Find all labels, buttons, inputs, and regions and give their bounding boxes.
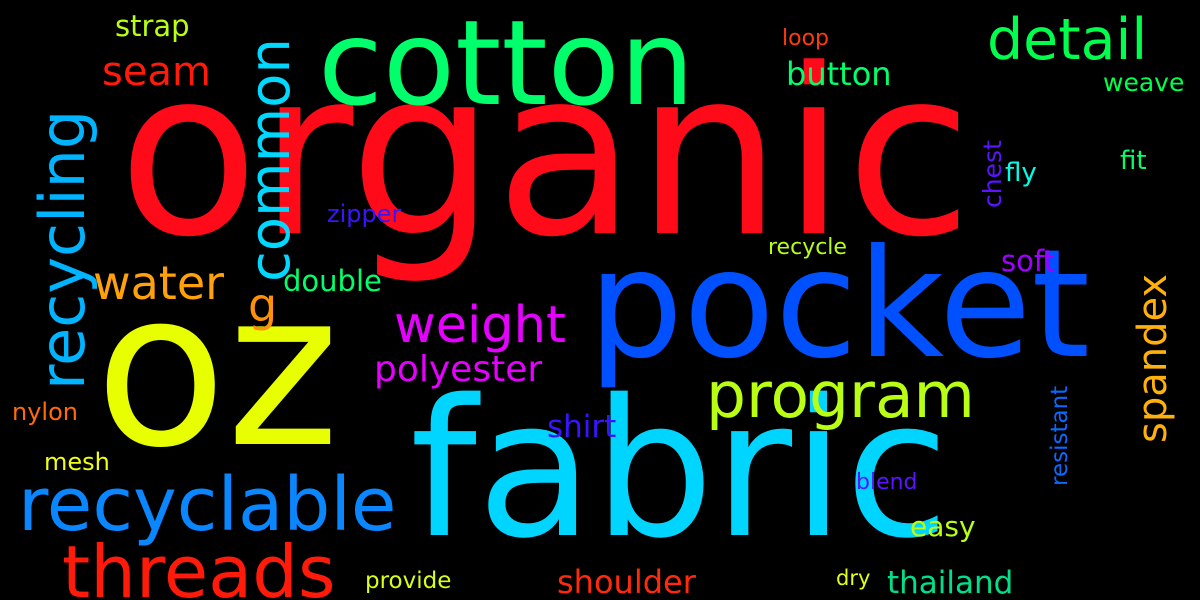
word-thailand: thailand — [887, 565, 1014, 600]
word-dry: dry — [836, 566, 871, 590]
word-shirt: shirt — [547, 409, 617, 445]
word-threads: threads — [62, 530, 336, 600]
word-common: common — [238, 38, 303, 282]
word-provide: provide — [365, 568, 452, 594]
word-program: program — [706, 359, 975, 432]
word-recycle: recycle — [768, 235, 847, 260]
word-shoulder: shoulder — [557, 563, 696, 600]
word-weave: weave — [1103, 68, 1185, 97]
word-oz: oz — [95, 244, 340, 495]
word-blend: blend — [856, 470, 918, 495]
word-cotton: cotton — [318, 0, 695, 132]
word-recycling: recycling — [26, 109, 99, 390]
word-fabric: fabric — [410, 359, 950, 580]
word-soft: soft — [1001, 244, 1055, 278]
word-spandex: spandex — [1130, 273, 1176, 443]
word-strap: strap — [115, 9, 190, 43]
word-pocket: pocket — [588, 218, 1091, 392]
word-fit: fit — [1120, 146, 1147, 176]
word-detail: detail — [987, 7, 1148, 73]
word-chest: chest — [978, 140, 1007, 208]
word-easy: easy — [910, 510, 976, 543]
word-polyester: polyester — [374, 349, 543, 390]
word-double: double — [283, 264, 382, 298]
word-water: water — [93, 256, 225, 310]
word-g: g — [248, 278, 278, 332]
word-weight: weight — [394, 296, 566, 355]
word-recyclable: recyclable — [18, 462, 397, 548]
word-fly: fly — [1005, 158, 1037, 188]
word-nylon: nylon — [12, 398, 78, 426]
word-loop: loop — [782, 26, 829, 51]
word-organic: organic — [118, 21, 973, 288]
word-seam: seam — [102, 49, 211, 95]
word-button: button — [786, 55, 892, 93]
word-zipper: zipper — [327, 200, 402, 228]
word-resistant: resistant — [1047, 385, 1073, 486]
word-mesh: mesh — [44, 448, 110, 476]
